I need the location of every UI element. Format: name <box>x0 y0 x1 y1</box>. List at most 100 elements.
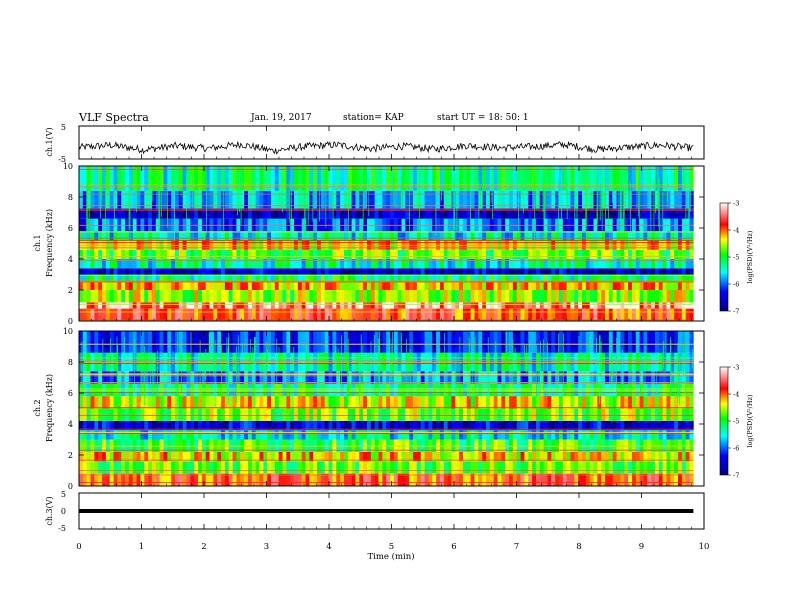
spectrogram-cell <box>393 268 399 275</box>
spectrogram-cell <box>612 290 617 303</box>
spectrogram-cell <box>585 259 590 269</box>
spectrogram-cell <box>447 308 452 321</box>
spectrogram-cell <box>505 473 510 486</box>
spectrogram-cell <box>443 190 448 210</box>
spectrogram-cell <box>539 190 544 210</box>
spectrogram-cell <box>639 282 644 290</box>
spectrogram-cell <box>585 420 590 431</box>
spectrogram-cell <box>128 268 134 275</box>
spectrogram-cell <box>359 290 364 303</box>
spectrogram-cell <box>535 473 541 486</box>
spectrogram-cell <box>605 430 610 440</box>
spectrogram-cell <box>505 282 510 290</box>
spectrogram-cell <box>532 371 537 384</box>
spectrogram-cell <box>605 249 610 259</box>
spectrogram-cell <box>98 451 103 462</box>
spectrogram-cell <box>459 231 464 241</box>
spectrogram-cell <box>520 302 525 309</box>
spectrogram-cell <box>263 290 268 303</box>
spectrogram-cell <box>171 209 176 219</box>
spectrogram-cell <box>132 290 137 303</box>
spectrogram-cell <box>324 302 329 309</box>
xtick-label: 4 <box>326 542 331 552</box>
spectrogram-cell <box>405 290 410 303</box>
spectrogram-cell <box>635 274 640 283</box>
spectrogram-cell <box>366 396 372 409</box>
spectrogram-cell <box>128 430 134 440</box>
spectrogram-cell <box>336 331 341 353</box>
spectrogram-cell <box>336 439 341 452</box>
spectrogram-cell <box>155 274 160 283</box>
spectrogram-cell <box>493 231 498 241</box>
spectrogram-cell <box>98 268 103 275</box>
spectrogram-cell <box>524 166 529 191</box>
spectrogram-cell <box>547 430 552 440</box>
spectrogram-cell <box>382 430 387 440</box>
spectrogram-cell <box>401 268 406 275</box>
spectrogram-cell <box>128 166 134 191</box>
spectrogram-cell <box>290 430 295 440</box>
spectrogram-cell <box>566 439 571 452</box>
spectrogram-cell <box>267 268 272 275</box>
spectrogram-cell <box>236 383 241 397</box>
spectrogram-cell <box>136 302 141 309</box>
spectrogram-cell <box>201 218 207 232</box>
chart-title: VLF Spectra <box>79 111 149 124</box>
spectrogram-cell <box>532 231 537 241</box>
spectrogram-cell <box>543 430 548 440</box>
spectrogram-cell <box>378 383 383 397</box>
spectrogram-cell <box>585 302 590 309</box>
spectrogram-cell <box>128 259 134 269</box>
spectrogram-cell <box>505 439 510 452</box>
spectrogram-cell <box>255 451 260 462</box>
spectrogram-cell <box>558 166 564 191</box>
spectrogram-cell <box>624 231 629 241</box>
spectrogram-cell <box>639 209 644 219</box>
spectrogram-cell <box>624 408 629 421</box>
spectrogram-cell <box>167 209 172 219</box>
spectrogram-cell <box>140 268 145 275</box>
spectrogram-cell <box>363 268 368 275</box>
spectrogram-cell <box>305 308 310 321</box>
spectrogram-cell <box>689 461 694 474</box>
spectrogram-cell <box>528 396 533 409</box>
spectrogram-cell <box>301 308 306 321</box>
spectrogram-cell <box>163 218 168 232</box>
spectrogram-cell <box>247 249 253 259</box>
spectrogram-cell <box>217 439 222 452</box>
spectrogram-cell <box>681 371 686 384</box>
spectrogram-cell <box>340 396 345 409</box>
spectrogram-cell <box>328 268 333 275</box>
colorbar-tick-label: -4 <box>733 227 739 235</box>
spectrogram-cell <box>190 231 195 241</box>
spectrogram-cell <box>98 383 103 397</box>
spectrogram-cell <box>267 282 272 290</box>
spectrogram-cell <box>443 249 448 259</box>
spectrogram-cell <box>255 259 260 269</box>
spectrogram-cell <box>489 396 494 409</box>
spectrogram-cell <box>363 473 368 486</box>
spectrogram-cell <box>294 218 299 232</box>
spectrogram-cell <box>86 190 91 210</box>
spectrogram-cell <box>535 331 541 353</box>
spectrogram-cell <box>301 249 306 259</box>
spectrogram-cell <box>136 408 141 421</box>
spectrogram-cell <box>512 231 518 241</box>
spectrogram-cell <box>547 166 552 191</box>
spectrogram-cell <box>555 383 560 397</box>
spectrogram-cell <box>562 166 567 191</box>
spectrogram-cell <box>532 308 537 321</box>
spectrogram-cell <box>317 274 322 283</box>
spectrogram-cell <box>608 302 614 309</box>
spectrogram-cell <box>674 209 679 219</box>
spectrogram-cell <box>436 396 441 409</box>
spectrogram-cell <box>585 290 590 303</box>
spectrogram-cell <box>247 439 253 452</box>
spectrogram-cell <box>416 231 422 241</box>
spectrogram-cell <box>236 249 241 259</box>
spectrogram-cell <box>194 430 199 440</box>
spectrogram-cell <box>605 166 610 191</box>
spectrogram-cell <box>359 274 364 283</box>
spectrogram-cell <box>413 268 418 275</box>
